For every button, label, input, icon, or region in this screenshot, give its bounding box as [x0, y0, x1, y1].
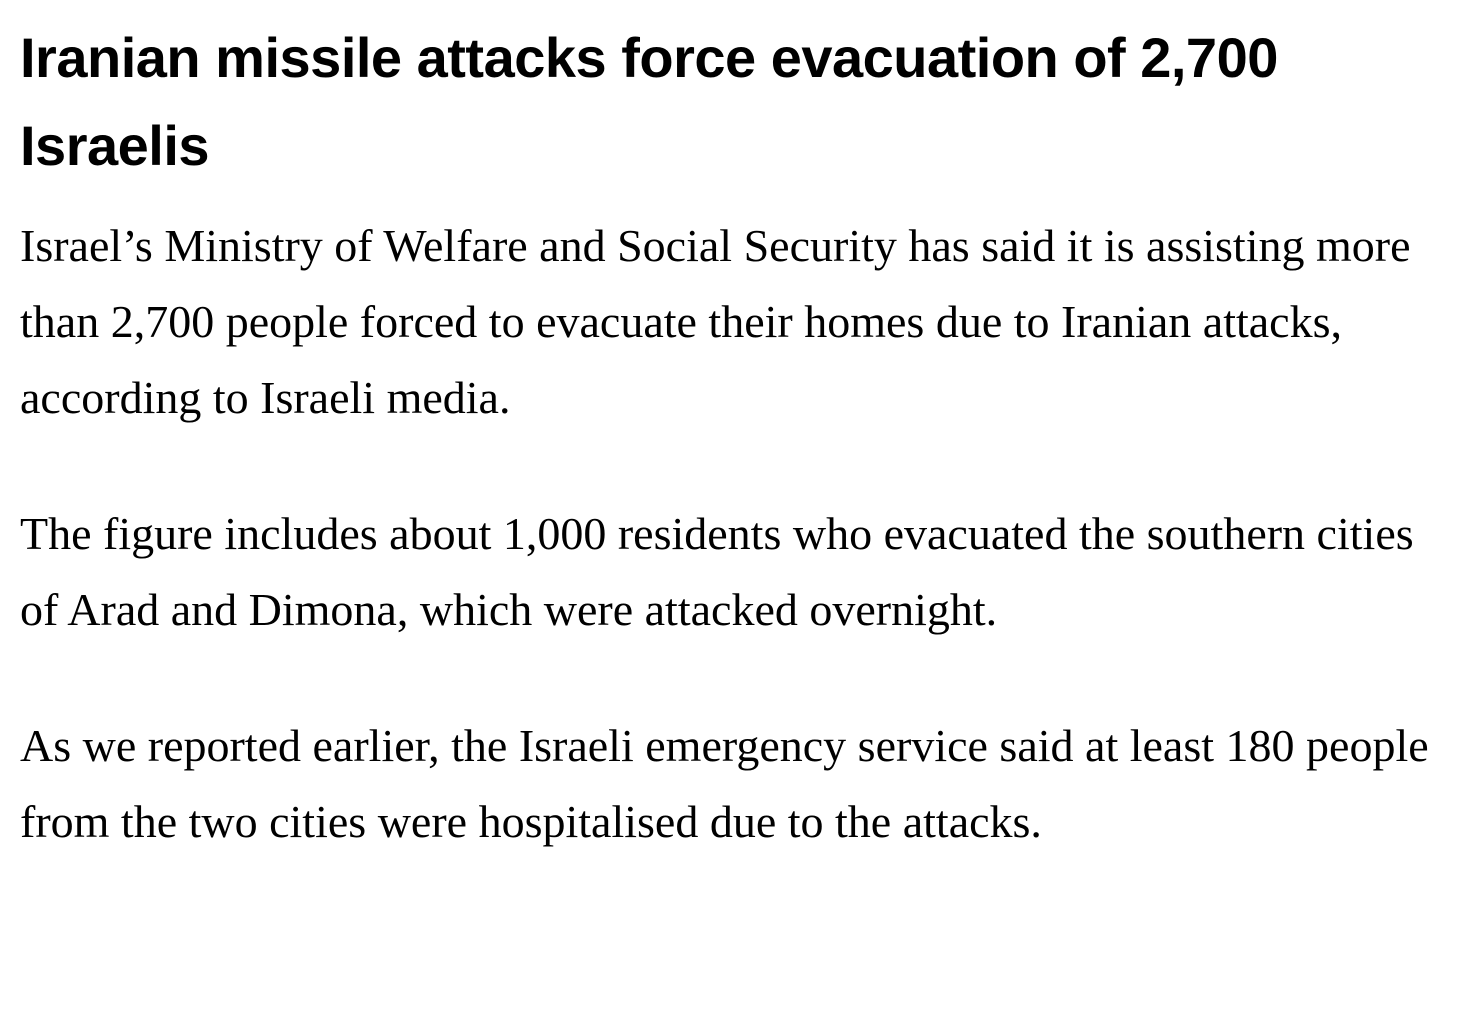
- article-body: Israel’s Ministry of Welfare and Social …: [20, 208, 1440, 860]
- article-paragraph: The figure includes about 1,000 resident…: [20, 508, 1414, 635]
- article-paragraph: Israel’s Ministry of Welfare and Social …: [20, 220, 1411, 423]
- article-headline: Iranian missile attacks force evacuation…: [20, 26, 1278, 177]
- article-paragraph: As we reported earlier, the Israeli emer…: [20, 720, 1429, 847]
